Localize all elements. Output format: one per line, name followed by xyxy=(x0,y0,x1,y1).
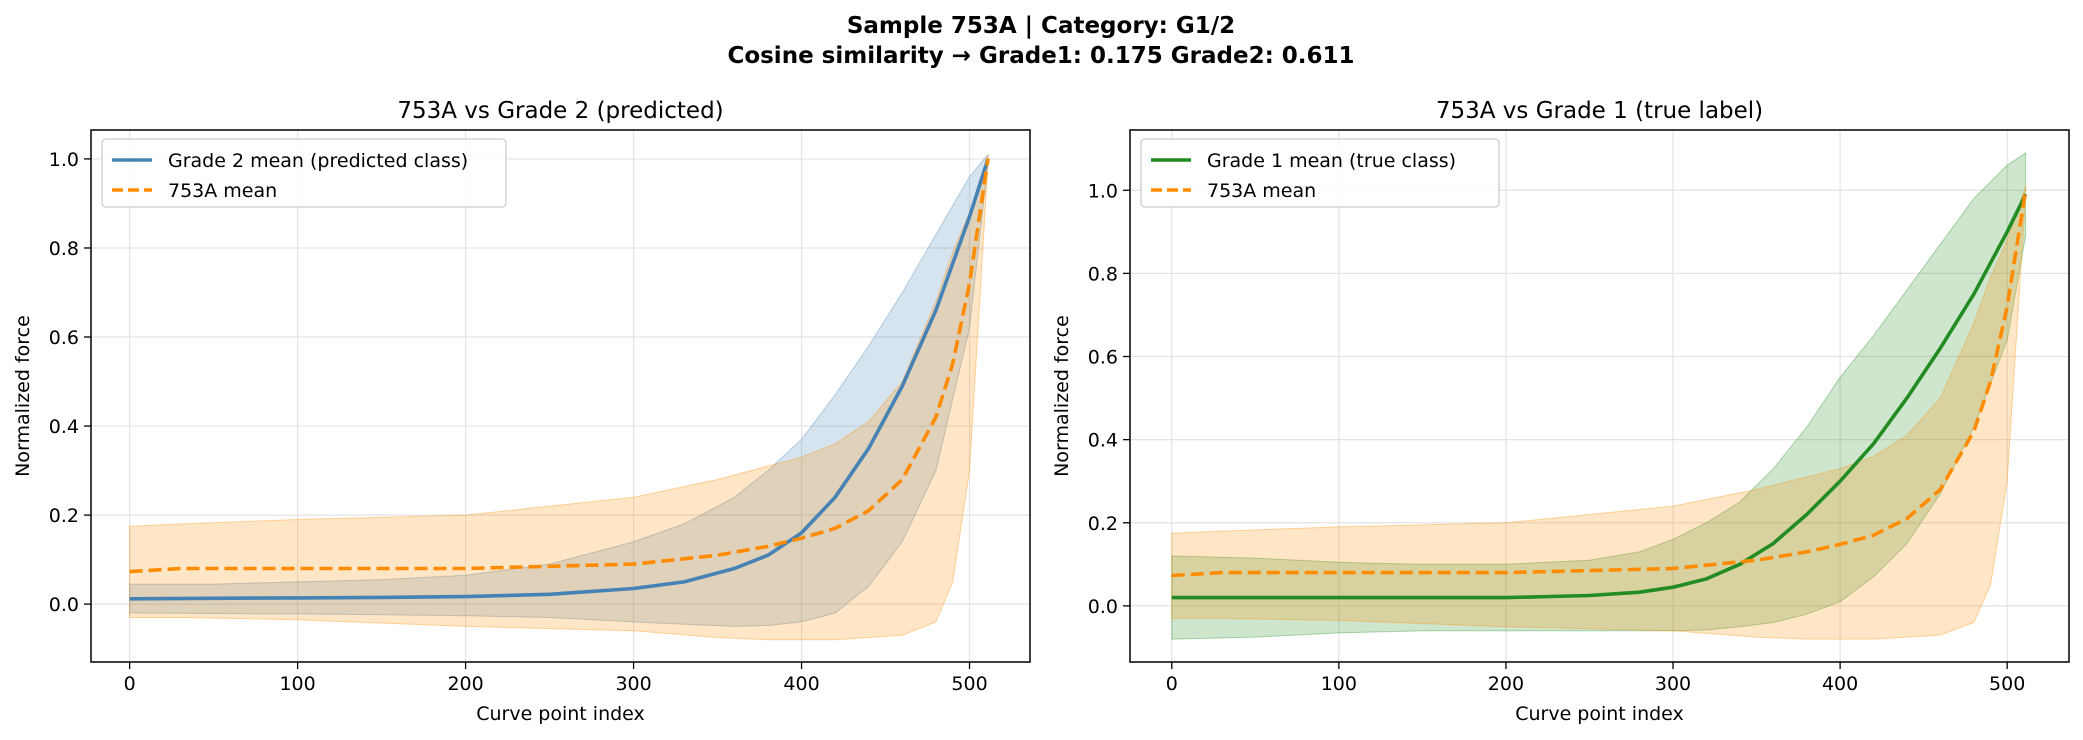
x-tick-label: 0 xyxy=(124,673,136,695)
figure-title-line2: Cosine similarity → Grade1: 0.175 Grade2… xyxy=(727,43,1354,69)
class-mean-line xyxy=(1171,193,2028,600)
x-tick-label: 300 xyxy=(615,673,651,695)
plot-area xyxy=(1171,151,2028,640)
y-tick-label: 1.0 xyxy=(49,149,79,171)
y-tick-label: 0.6 xyxy=(1088,347,1118,369)
legend-entry: 753A mean xyxy=(1207,180,1316,202)
sample-mean-line xyxy=(129,158,990,574)
panel-grade1: 753A vs Grade 1 (true label) 0 100 200 300 40… xyxy=(1051,98,2070,725)
x-tick-label: 200 xyxy=(1488,673,1524,695)
y-tick-label: 0.0 xyxy=(1088,596,1118,618)
legend-entry: Grade 2 mean (predicted class) xyxy=(168,150,468,172)
panel-grade2: 753A vs Grade 2 (predicted) 0 100 200 300 400… xyxy=(12,98,1031,725)
legend-box xyxy=(101,138,507,208)
y-tick-label: 0.6 xyxy=(49,327,79,349)
y-tick-label: 0.2 xyxy=(49,505,79,527)
x-tick-label: 500 xyxy=(1989,673,2025,695)
axes-frame xyxy=(1129,129,2070,663)
axes-frame xyxy=(90,129,1031,663)
class-mean-line xyxy=(129,158,990,601)
band-class xyxy=(1171,151,2027,640)
y-axis-label: Normalized force xyxy=(1051,315,1073,477)
x-tick-label: 500 xyxy=(951,673,987,695)
x-tick-label: 100 xyxy=(1321,673,1357,695)
chart-title: 753A vs Grade 2 (predicted) xyxy=(397,98,723,124)
y-tick-label: 0.2 xyxy=(1088,513,1118,535)
y-axis-label: Normalized force xyxy=(12,315,34,477)
legend-entry: Grade 1 mean (true class) xyxy=(1207,150,1456,172)
chart-title: 753A vs Grade 1 (true label) xyxy=(1436,98,1763,124)
x-tick-label: 400 xyxy=(1822,673,1858,695)
legend-entry: 753A mean xyxy=(168,180,277,202)
y-tick-label: 0.4 xyxy=(1088,430,1118,452)
x-tick-label: 300 xyxy=(1655,673,1691,695)
x-tick-label: 0 xyxy=(1166,673,1178,695)
y-tick-label: 0.8 xyxy=(49,238,79,260)
y-tick-label: 0.0 xyxy=(49,594,79,616)
figure-title-line1: Sample 753A | Category: G1/2 xyxy=(847,13,1235,39)
x-tick-label: 100 xyxy=(279,673,315,695)
x-axis-label: Curve point index xyxy=(1515,703,1684,725)
x-tick-label: 200 xyxy=(447,673,483,695)
x-axis-label: Curve point index xyxy=(476,703,645,725)
y-tick-label: 0.8 xyxy=(1088,263,1118,285)
x-tick-label: 400 xyxy=(783,673,819,695)
y-tick-label: 1.0 xyxy=(1088,180,1118,202)
plot-area xyxy=(129,153,990,641)
y-tick-label: 0.4 xyxy=(49,416,79,438)
sample-mean-line xyxy=(1171,190,2028,578)
legend-box xyxy=(1140,138,1500,208)
